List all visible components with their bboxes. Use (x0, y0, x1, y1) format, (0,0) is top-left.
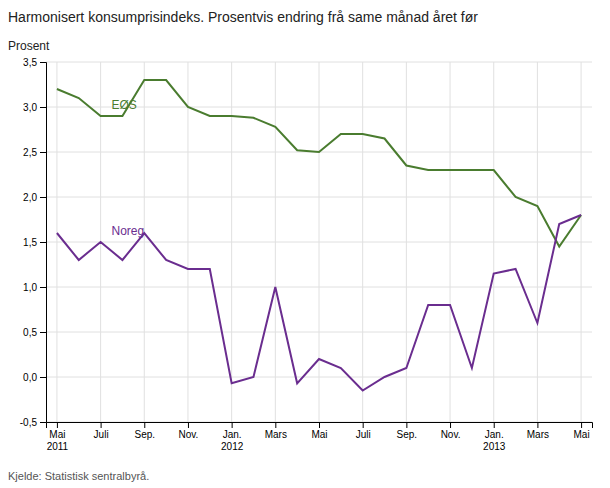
tick: Mai (311, 422, 327, 440)
tick: Sep. (397, 422, 418, 440)
tick-label: 1,0 (23, 282, 37, 293)
tick-label: Sep. (397, 429, 418, 440)
title: Harmonisert konsumprisindeks. Prosentvis… (8, 9, 478, 25)
tick-label: Nov. (179, 429, 199, 440)
tick: 2,0 (23, 192, 46, 203)
tick: Jan.2013 (483, 422, 506, 452)
tick-mark (537, 422, 538, 428)
tick-label: 3,0 (23, 102, 37, 113)
axis-line (47, 423, 593, 429)
tick: Mars (265, 422, 287, 440)
tick: Jan.2012 (221, 422, 244, 452)
tick-label: Mai (311, 429, 327, 440)
chart: Harmonisert konsumprisindeks. Prosentvis… (0, 0, 610, 488)
tick: 1,0 (23, 282, 46, 293)
tick-label: 2,0 (23, 192, 37, 203)
y-axis: -0,5 0,0 0,5 1,0 1,5 2,0 2,5 3,0 3,5 (20, 57, 47, 428)
tick-mark (144, 422, 145, 428)
grid-line (537, 62, 538, 422)
tick: 2,5 (23, 147, 46, 158)
grid-line (450, 62, 451, 422)
tick-label: Jan.2013 (483, 429, 506, 452)
tick: Mars (527, 422, 549, 440)
tick-mark (450, 422, 451, 428)
tick-label: 3,5 (23, 57, 37, 68)
tick-mark (101, 422, 102, 428)
plot: -0,5 0,0 0,5 1,0 1,5 2,0 2,5 3,0 3,5 Mai2011 Juli S… (20, 57, 593, 452)
tick-mark (40, 242, 46, 243)
grid-line (319, 62, 320, 422)
y-axis-label: Prosent (8, 39, 50, 53)
tick: Nov. (441, 422, 461, 440)
tick-mark (363, 422, 364, 428)
tick-mark (40, 377, 46, 378)
tick: Juli (94, 422, 109, 440)
tick-label: Jan.2012 (221, 429, 244, 452)
tick-label: 0,5 (23, 327, 37, 338)
tick-mark (40, 152, 46, 153)
grid (46, 62, 592, 422)
tick-label: -0,5 (20, 417, 38, 428)
line (57, 215, 581, 391)
tick: 3,5 (23, 57, 46, 68)
tick-mark (188, 422, 189, 428)
tick-mark (40, 332, 46, 333)
tick-mark (40, 62, 46, 63)
tick-mark (40, 197, 46, 198)
tick: Mai2011 (47, 422, 69, 452)
grid-line (362, 62, 363, 422)
tick-label: Sep. (134, 429, 155, 440)
tick-mark (40, 107, 46, 108)
tick-label: 0,0 (23, 372, 37, 383)
line (57, 80, 581, 247)
grid-line (581, 62, 582, 422)
tick-mark (232, 422, 233, 428)
tick-label: Mai2011 (47, 429, 69, 452)
tick-mark (581, 422, 582, 428)
tick: Mai (574, 422, 590, 440)
grid-line (275, 62, 276, 422)
lines (57, 80, 581, 391)
grid-line (493, 62, 494, 422)
tick-label: Mars (527, 429, 549, 440)
tick: 1,5 (23, 237, 46, 248)
tick-mark (57, 422, 58, 428)
tick: 0,5 (23, 327, 46, 338)
tick-label: Mai (574, 429, 590, 440)
series-labels: EØS Noreg (112, 98, 145, 238)
tick: 0,0 (23, 372, 46, 383)
tick-label: Nov. (441, 429, 461, 440)
tick-label: 1,5 (23, 237, 37, 248)
tick-mark (275, 422, 276, 428)
source: Kjelde: Statistisk sentralbyrå. (8, 470, 149, 482)
tick: Nov. (179, 422, 199, 440)
tick: Juli (356, 422, 371, 440)
grid-line (144, 62, 145, 422)
tick-mark (406, 422, 407, 428)
tick-label: Juli (94, 429, 109, 440)
series-label: Noreg (112, 224, 145, 238)
tick-mark (40, 422, 46, 423)
grid-line (56, 62, 57, 422)
tick-mark (319, 422, 320, 428)
tick-mark (494, 422, 495, 428)
tick-label: Mars (265, 429, 287, 440)
tick: -0,5 (20, 417, 46, 428)
tick: 3,0 (23, 102, 46, 113)
grid-line (187, 62, 188, 422)
tick-label: 2,5 (23, 147, 37, 158)
x-axis: Mai2011 Juli Sep. Nov. Jan.2012 Mars Mai Juli Se… (47, 422, 593, 452)
series-label: EØS (112, 98, 137, 112)
tick-label: Juli (356, 429, 371, 440)
axis-line (40, 63, 47, 423)
tick: Sep. (134, 422, 155, 440)
tick-mark (40, 287, 46, 288)
